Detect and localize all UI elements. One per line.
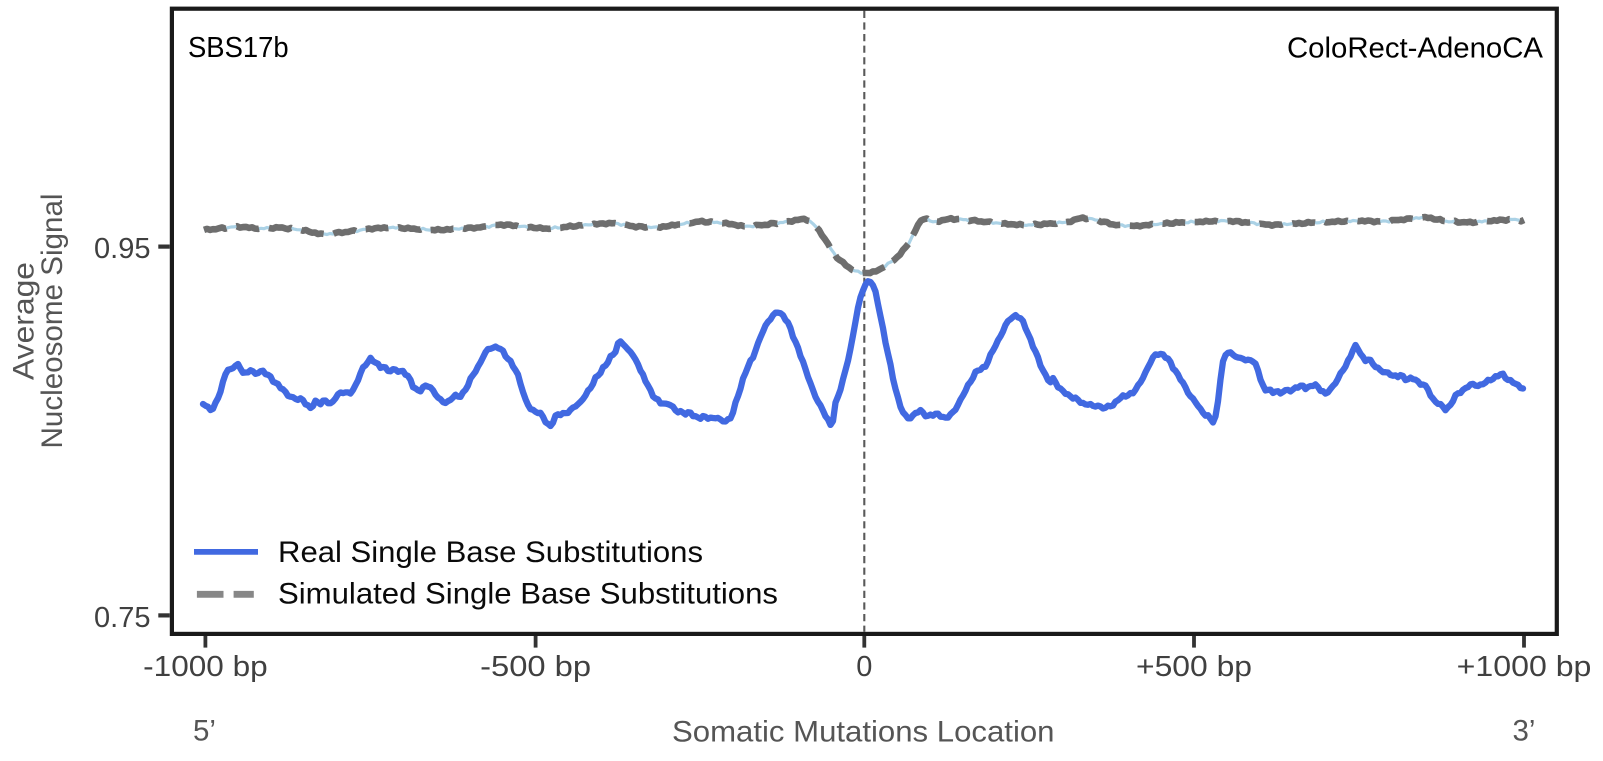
svg-text:+1000 bp: +1000 bp [1457,651,1592,683]
svg-text:Simulated Single Base Substitu: Simulated Single Base Substitutions [278,578,778,610]
svg-text:Somatic Mutations Location: Somatic Mutations Location [672,716,1055,749]
svg-text:-500 bp: -500 bp [480,651,591,683]
svg-text:-1000 bp: -1000 bp [143,651,268,683]
svg-text:Real Single Base Substitutions: Real Single Base Substitutions [278,537,703,569]
svg-text:+500 bp: +500 bp [1136,651,1252,683]
svg-text:5’: 5’ [193,715,216,748]
svg-text:0.95: 0.95 [94,233,151,265]
svg-text:Average: Average [8,262,41,380]
svg-text:0: 0 [856,651,872,683]
svg-text:0.75: 0.75 [94,602,151,634]
svg-text:ColoRect-AdenoCA: ColoRect-AdenoCA [1287,33,1544,65]
svg-text:Nucleosome Signal: Nucleosome Signal [36,194,69,449]
svg-text:3’: 3’ [1513,715,1536,748]
svg-text:SBS17b: SBS17b [188,32,289,64]
